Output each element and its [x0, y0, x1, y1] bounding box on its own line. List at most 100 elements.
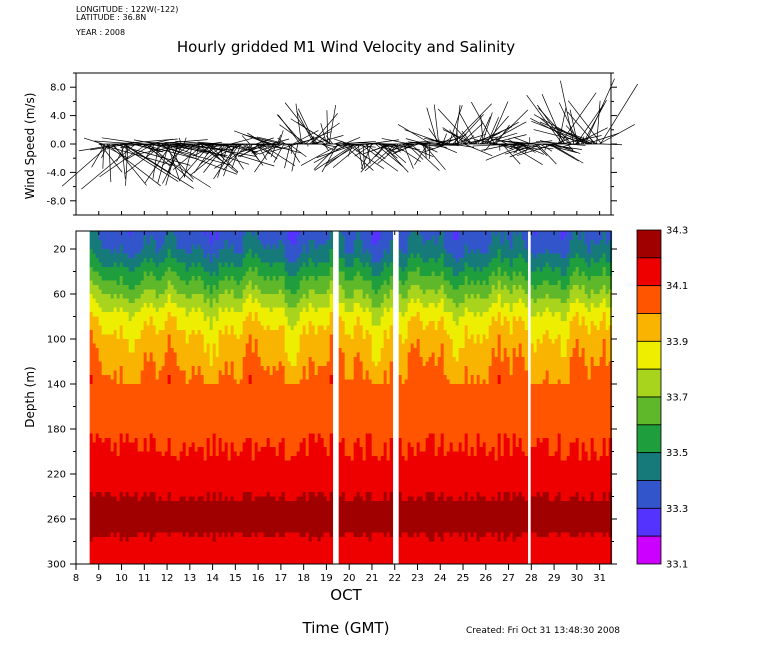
salinity-cell [443, 267, 448, 281]
salinity-cell [107, 375, 112, 439]
wind-vector [290, 118, 332, 145]
salinity-cell [455, 532, 460, 564]
salinity-cell [584, 451, 589, 502]
salinity-cell [95, 271, 100, 286]
wind-vector [582, 100, 607, 145]
salinity-cell [230, 262, 235, 277]
salinity-cell [575, 492, 580, 538]
wind-vector [175, 140, 212, 145]
salinity-cell [161, 456, 166, 502]
salinity-cell [188, 312, 193, 335]
salinity-cell [524, 231, 529, 250]
salinity-cell [476, 433, 481, 493]
salinity-cell [104, 249, 109, 268]
salinity-cell [284, 289, 289, 304]
salinity-cell [137, 384, 142, 452]
salinity-cell [233, 501, 238, 533]
salinity-cell [290, 276, 295, 295]
salinity-cell [590, 303, 595, 322]
salinity-cell [476, 231, 481, 250]
salinity-cell [314, 312, 319, 335]
wind-vector [381, 138, 410, 145]
salinity-cell [524, 294, 529, 308]
wind-vector [357, 143, 364, 170]
salinity-cell [287, 262, 292, 277]
salinity-cell [293, 501, 298, 533]
salinity-cell [533, 384, 538, 448]
salinity-cell [608, 276, 613, 290]
salinity-cell [515, 357, 520, 448]
salinity-cell [593, 294, 598, 308]
salinity-cell [353, 231, 358, 241]
salinity-cell [218, 294, 223, 308]
salinity-cell [215, 240, 220, 259]
colorbar-swatch [636, 480, 662, 509]
salinity-cell [599, 240, 604, 259]
salinity-cell [113, 442, 118, 497]
salinity-cell [314, 294, 319, 313]
salinity-cell [254, 442, 259, 497]
wind-vector [255, 137, 274, 145]
salinity-cell [89, 330, 94, 376]
salinity-cell [107, 438, 112, 493]
salinity-cell [308, 433, 313, 493]
salinity-cell [425, 231, 430, 241]
salinity-cell [89, 433, 94, 493]
salinity-cell [542, 298, 547, 313]
salinity-cell [428, 321, 433, 358]
salinity-cell [314, 249, 319, 268]
salinity-cell [299, 334, 304, 380]
salinity-cell [407, 442, 412, 497]
salinity-cell [275, 456, 280, 502]
salinity-cell [344, 231, 349, 254]
salinity-cell [110, 253, 115, 268]
salinity-cell [422, 532, 427, 564]
salinity-cell [566, 231, 571, 254]
salinity-cell [266, 307, 271, 326]
salinity-cell [596, 231, 601, 245]
salinity-cell [191, 294, 196, 308]
salinity-cell [575, 537, 580, 564]
salinity-xtick-label: 28 [525, 573, 538, 584]
wind-vector [242, 143, 276, 152]
salinity-cell [194, 249, 199, 268]
salinity-xtick-label: 17 [275, 573, 288, 584]
salinity-cell [440, 433, 445, 493]
salinity-cell [302, 438, 307, 493]
salinity-cell [410, 343, 415, 448]
wind-vector [586, 132, 619, 145]
salinity-cell [563, 532, 568, 564]
salinity-cell [224, 307, 229, 326]
salinity-cell [95, 492, 100, 538]
salinity-cell [236, 285, 241, 299]
salinity-cell [212, 231, 217, 254]
salinity-cell [581, 285, 586, 304]
salinity-cell [542, 231, 547, 254]
wind-vector [458, 112, 478, 145]
salinity-cell [281, 325, 286, 367]
salinity-ytick-label: 60 [53, 290, 66, 301]
salinity-cell [311, 537, 316, 564]
salinity-cell [92, 496, 97, 538]
salinity-cell [197, 276, 202, 295]
salinity-cell [242, 492, 247, 538]
salinity-cell [95, 231, 100, 259]
salinity-cell [317, 492, 322, 542]
salinity-cell [416, 537, 421, 564]
salinity-cell [272, 537, 277, 564]
wind-vector [397, 124, 432, 145]
salinity-cell [209, 294, 214, 308]
salinity-cell [455, 231, 460, 241]
salinity-cell [458, 231, 463, 259]
salinity-cell [314, 334, 319, 376]
salinity-cell [323, 496, 328, 533]
salinity-cell [365, 262, 370, 281]
salinity-cell [374, 231, 379, 245]
salinity-cell [122, 253, 127, 268]
salinity-cell [173, 271, 178, 290]
salinity-cell [182, 249, 187, 263]
wind-vector [334, 138, 350, 145]
salinity-cell [539, 298, 544, 317]
salinity-cell [254, 231, 259, 254]
salinity-cell [248, 438, 253, 493]
